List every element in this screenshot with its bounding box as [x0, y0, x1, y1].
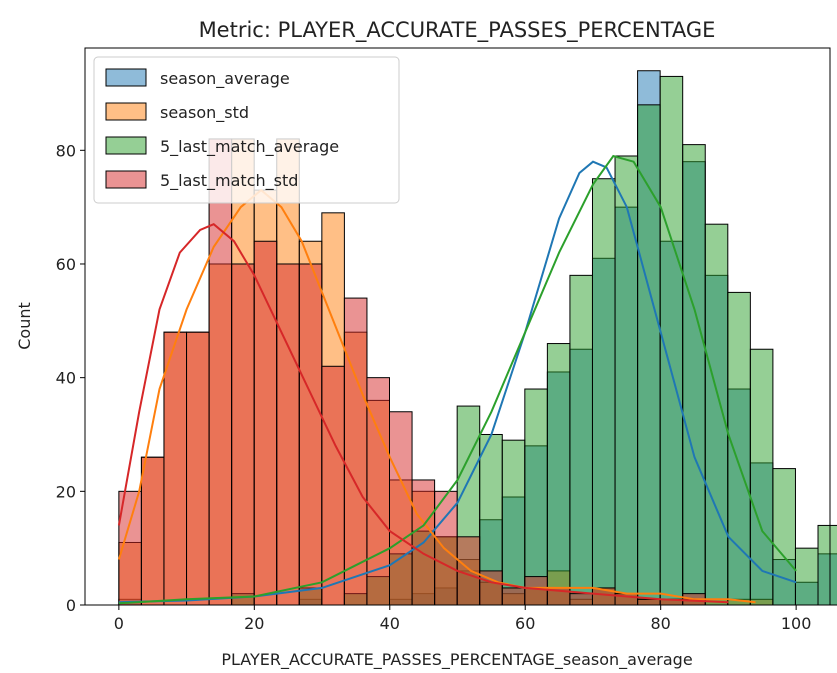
- plot-area: [117, 70, 837, 606]
- kde-line-5_last_match_average: [118, 154, 797, 605]
- x-tick-label-100: 100: [781, 614, 812, 633]
- bar-5_last_match_average-17: [501, 439, 526, 606]
- plot-frame: [84, 47, 831, 606]
- legend-swatch-5_last_match_std: [105, 170, 147, 189]
- bar-5_last_match_average-31: [817, 524, 837, 606]
- legend: season_average season_std 5_last_match_ave…: [93, 56, 400, 204]
- legend-label-5_last_match_std: 5_last_match_std: [160, 171, 298, 191]
- y-tick-label-40: 40: [56, 369, 76, 388]
- bar-5_last_match_std-17: [501, 587, 526, 606]
- x-tick-label-20: 20: [244, 614, 264, 633]
- bar-5_last_match_std-18: [524, 576, 548, 606]
- y-tick-label-80: 80: [56, 141, 76, 160]
- bar-5_last_match_std-1: [140, 456, 165, 606]
- bar-5_last_match_std-9: [321, 365, 345, 606]
- bar-5_last_match_std-3: [186, 331, 210, 606]
- x-tick-label-0: 0: [114, 614, 124, 633]
- legend-label-5_last_match_average: 5_last_match_average: [160, 137, 339, 157]
- bar-5_last_match_average-29: [772, 468, 796, 606]
- x-axis: 0 20 40 60 80 100: [114, 605, 812, 633]
- legend-swatch-5_last_match_average: [105, 136, 147, 155]
- bar-5_last_match_average-20: [569, 274, 593, 606]
- legend-label-season_average: season_average: [160, 69, 290, 89]
- bar-5_last_match_average-30: [794, 547, 819, 606]
- bar-5_last_match_std-20: [569, 593, 593, 606]
- kde-line-season_std: [117, 188, 756, 604]
- y-axis: 0 20 40 60 80: [56, 141, 85, 615]
- bar-5_last_match_std-2: [163, 331, 188, 606]
- bar-5_last_match_average-21: [591, 178, 616, 606]
- x-axis-label: PLAYER_ACCURATE_PASSES_PERCENTAGE_season…: [221, 650, 692, 670]
- bar-5_last_match_average-19: [546, 343, 571, 606]
- legend-label-season_std: season_std: [160, 103, 249, 123]
- x-tick-label-40: 40: [380, 614, 400, 633]
- legend-swatch-season_average: [105, 68, 147, 87]
- legend-swatch-season_std: [105, 102, 147, 121]
- bar-5_last_match_std-23: [637, 598, 661, 606]
- bar-5_last_match_average-27: [727, 291, 751, 606]
- bar-5_last_match_average-22: [614, 155, 639, 606]
- bar-5_last_match_std-10: [343, 297, 368, 606]
- y-tick-label-0: 0: [66, 596, 76, 615]
- series-5_last_match_std: [118, 138, 706, 606]
- bar-5_last_match_std-4: [208, 138, 233, 606]
- y-tick-label-20: 20: [56, 482, 76, 501]
- bar-5_last_match_average-28: [749, 348, 774, 606]
- kde-line-season_average: [118, 160, 797, 604]
- bar-5_last_match_average-25: [682, 144, 706, 606]
- x-tick-label-80: 80: [651, 614, 671, 633]
- legend-box: [93, 56, 400, 204]
- bar-5_last_match_average-18: [524, 388, 548, 606]
- y-axis-label: Count: [15, 302, 34, 350]
- y-tick-label-60: 60: [56, 255, 76, 274]
- bar-5_last_match_average-23: [637, 104, 661, 606]
- x-tick-label-60: 60: [515, 614, 535, 633]
- bar-5_last_match_std-5: [231, 263, 255, 606]
- bar-5_last_match_std-12: [389, 411, 413, 606]
- bar-5_last_match_std-7: [276, 263, 300, 606]
- chart-title: Metric: PLAYER_ACCURATE_PASSES_PERCENTAG…: [199, 18, 716, 43]
- bar-5_last_match_std-6: [253, 240, 278, 606]
- bar-5_last_match_average-26: [704, 223, 729, 606]
- bar-5_last_match_std-8: [298, 263, 323, 606]
- kde-line-5_last_match_std: [117, 223, 729, 604]
